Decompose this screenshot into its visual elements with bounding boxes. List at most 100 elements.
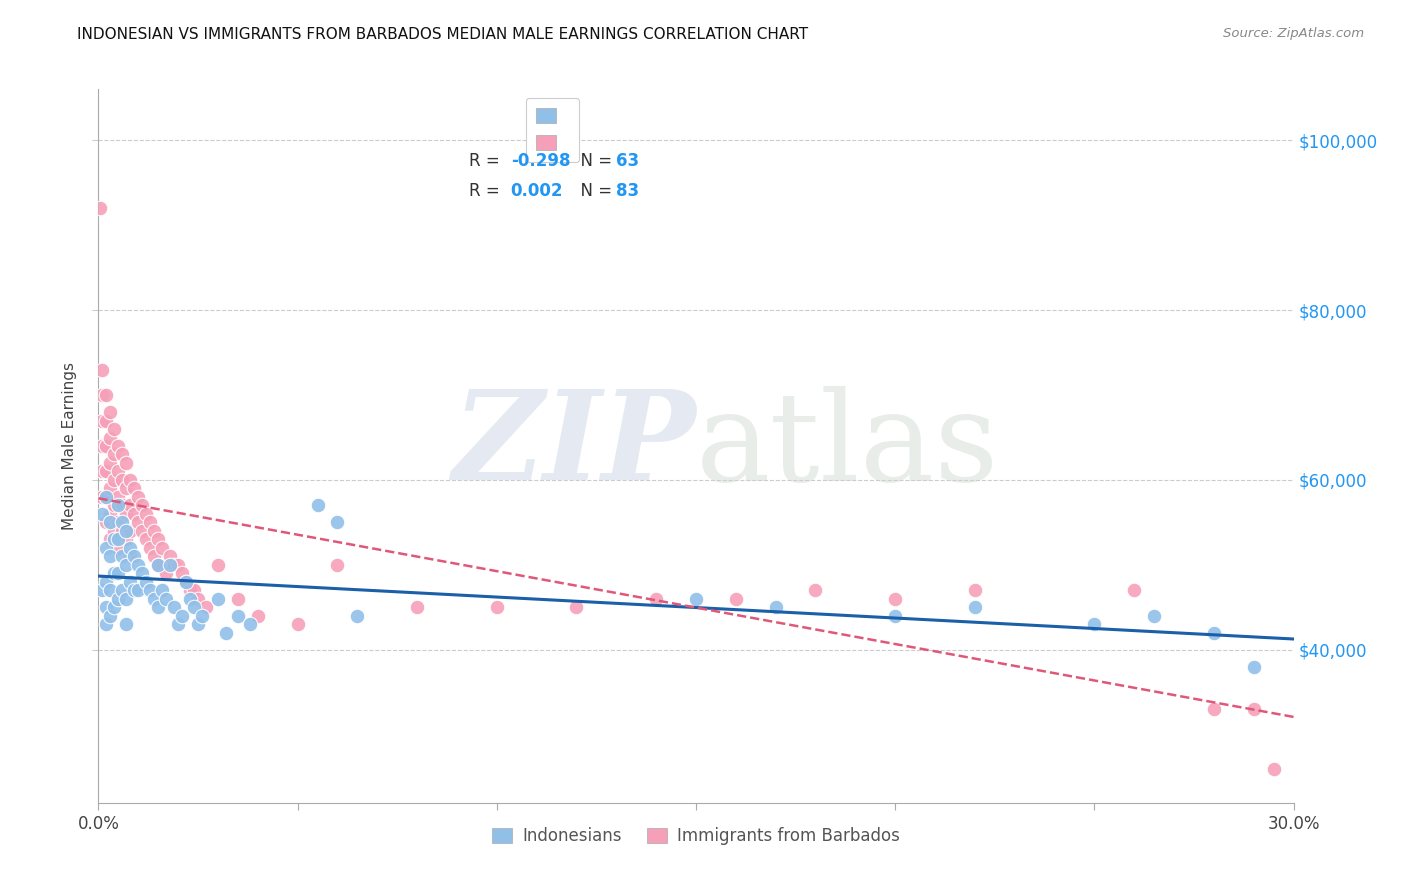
Point bbox=[226, 591, 249, 606]
Point bbox=[565, 600, 588, 615]
Point bbox=[91, 439, 114, 453]
Point bbox=[115, 482, 138, 496]
Point bbox=[195, 600, 218, 615]
Point bbox=[287, 617, 309, 632]
Point bbox=[98, 608, 122, 623]
Point bbox=[127, 490, 149, 504]
Point bbox=[120, 549, 142, 564]
Point bbox=[135, 533, 157, 547]
Point bbox=[124, 549, 146, 564]
Point bbox=[107, 541, 129, 555]
Point bbox=[143, 591, 166, 606]
Point bbox=[163, 600, 186, 615]
Point bbox=[307, 499, 329, 513]
Point bbox=[111, 473, 134, 487]
Point bbox=[115, 533, 138, 547]
Point bbox=[143, 549, 166, 564]
Point bbox=[765, 600, 787, 615]
Point bbox=[148, 533, 170, 547]
Point bbox=[804, 583, 827, 598]
Point bbox=[96, 600, 118, 615]
Text: R =: R = bbox=[470, 152, 505, 169]
Point bbox=[155, 566, 177, 581]
Point bbox=[884, 608, 907, 623]
Point bbox=[148, 600, 170, 615]
Point bbox=[120, 541, 142, 555]
Point bbox=[172, 608, 194, 623]
Text: ZIP: ZIP bbox=[453, 385, 696, 507]
Point bbox=[96, 541, 118, 555]
Point bbox=[191, 608, 214, 623]
Point bbox=[884, 591, 907, 606]
Text: 83: 83 bbox=[616, 182, 638, 200]
Point bbox=[103, 499, 125, 513]
Point bbox=[103, 524, 125, 538]
Point bbox=[96, 388, 118, 402]
Point bbox=[167, 617, 190, 632]
Point bbox=[183, 600, 205, 615]
Point bbox=[1143, 608, 1166, 623]
Text: 63: 63 bbox=[616, 152, 638, 169]
Point bbox=[127, 516, 149, 530]
Point bbox=[115, 524, 138, 538]
Point bbox=[111, 549, 134, 564]
Point bbox=[139, 516, 162, 530]
Point bbox=[96, 574, 118, 589]
Point bbox=[98, 430, 122, 444]
Point bbox=[96, 413, 118, 427]
Point bbox=[143, 524, 166, 538]
Point bbox=[98, 533, 122, 547]
Point bbox=[115, 456, 138, 470]
Point bbox=[163, 558, 186, 572]
Point bbox=[115, 591, 138, 606]
Point bbox=[167, 558, 190, 572]
Point bbox=[107, 499, 129, 513]
Point bbox=[187, 591, 209, 606]
Point bbox=[135, 507, 157, 521]
Point bbox=[96, 439, 118, 453]
Point bbox=[107, 566, 129, 581]
Point bbox=[174, 574, 197, 589]
Point bbox=[246, 608, 269, 623]
Point bbox=[724, 591, 747, 606]
Point bbox=[98, 516, 122, 530]
Point bbox=[115, 617, 138, 632]
Point bbox=[131, 524, 153, 538]
Text: N =: N = bbox=[571, 152, 617, 169]
Point bbox=[1202, 626, 1225, 640]
Point bbox=[120, 524, 142, 538]
Point bbox=[91, 583, 114, 598]
Point bbox=[98, 583, 122, 598]
Point bbox=[148, 558, 170, 572]
Point bbox=[124, 583, 146, 598]
Point bbox=[103, 566, 125, 581]
Point bbox=[120, 574, 142, 589]
Point bbox=[98, 549, 122, 564]
Text: -0.298: -0.298 bbox=[510, 152, 571, 169]
Point bbox=[120, 499, 142, 513]
Point bbox=[107, 465, 129, 479]
Point bbox=[1243, 702, 1265, 716]
Point bbox=[111, 516, 134, 530]
Point bbox=[326, 516, 349, 530]
Text: INDONESIAN VS IMMIGRANTS FROM BARBADOS MEDIAN MALE EARNINGS CORRELATION CHART: INDONESIAN VS IMMIGRANTS FROM BARBADOS M… bbox=[77, 27, 808, 42]
Point bbox=[98, 482, 122, 496]
Point bbox=[124, 507, 146, 521]
Point bbox=[207, 591, 229, 606]
Point bbox=[1202, 702, 1225, 716]
Point bbox=[1083, 617, 1105, 632]
Text: R =: R = bbox=[470, 182, 510, 200]
Point bbox=[148, 558, 170, 572]
Text: Source: ZipAtlas.com: Source: ZipAtlas.com bbox=[1223, 27, 1364, 40]
Point bbox=[127, 558, 149, 572]
Legend: Indonesians, Immigrants from Barbados: Indonesians, Immigrants from Barbados bbox=[485, 821, 907, 852]
Point bbox=[239, 617, 262, 632]
Point bbox=[111, 583, 134, 598]
Point bbox=[131, 566, 153, 581]
Point bbox=[120, 473, 142, 487]
Point bbox=[1263, 762, 1285, 776]
Point bbox=[963, 583, 986, 598]
Point bbox=[150, 583, 173, 598]
Point bbox=[96, 465, 118, 479]
Point bbox=[107, 516, 129, 530]
